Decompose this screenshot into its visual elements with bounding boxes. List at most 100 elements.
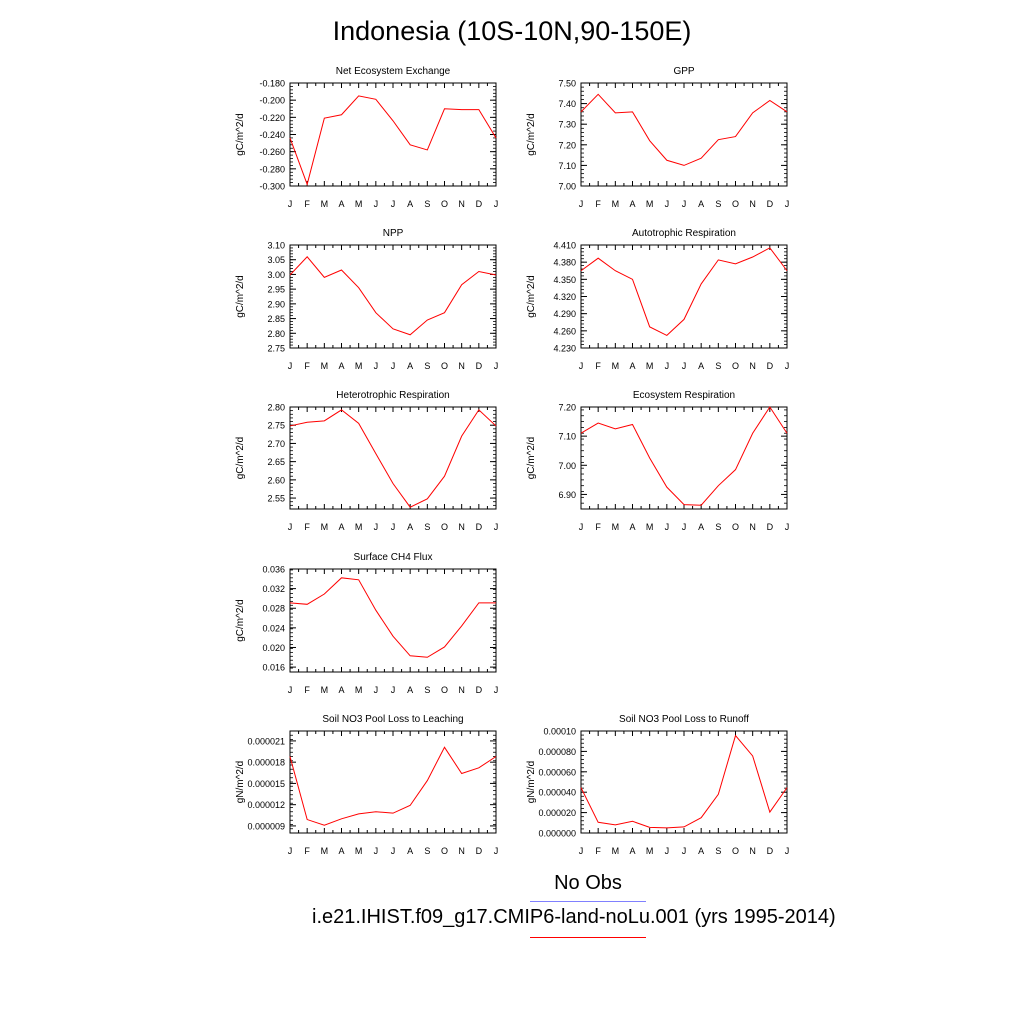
page-title: Indonesia (10S-10N,90-150E) xyxy=(332,16,692,46)
y-axis-label: gC/m^2/d xyxy=(526,437,537,480)
y-tick-label: 2.80 xyxy=(267,403,285,413)
x-tick-label: J xyxy=(785,522,790,532)
x-tick-label: M xyxy=(355,199,363,209)
x-tick-label: J xyxy=(391,199,396,209)
x-tick-label: M xyxy=(646,846,654,856)
x-tick-label: O xyxy=(732,522,739,532)
series-line xyxy=(289,409,497,508)
y-tick-label: 4.380 xyxy=(553,258,576,268)
x-tick-label: O xyxy=(732,846,739,856)
y-tick-label: 2.85 xyxy=(267,314,285,324)
y-axis-label: gC/m^2/d xyxy=(526,113,537,156)
y-tick-label: 4.290 xyxy=(553,309,576,319)
x-tick-label: M xyxy=(355,522,363,532)
y-axis-label: gC/m^2/d xyxy=(235,437,246,480)
y-axis-label: gC/m^2/d xyxy=(526,275,537,318)
y-tick-label: 4.230 xyxy=(553,344,576,354)
y-tick-label: 7.20 xyxy=(558,403,576,413)
x-tick-label: J xyxy=(579,199,584,209)
x-tick-label: O xyxy=(441,685,448,695)
y-tick-label: 0.016 xyxy=(262,663,285,673)
x-tick-label: F xyxy=(595,361,601,371)
x-tick-label: A xyxy=(407,522,413,532)
y-tick-label: 4.320 xyxy=(553,292,576,302)
plot-frame xyxy=(289,406,497,510)
y-tick-label: 2.75 xyxy=(267,421,285,431)
x-tick-label: A xyxy=(698,846,704,856)
plot-frame xyxy=(580,244,788,349)
panel-title: Net Ecosystem Exchange xyxy=(336,66,451,77)
x-tick-label: J xyxy=(288,522,293,532)
x-tick-label: J xyxy=(494,846,499,856)
y-tick-label: 6.90 xyxy=(558,490,576,500)
y-tick-label: -0.300 xyxy=(259,182,285,192)
x-tick-label: J xyxy=(391,846,396,856)
legend-obs-label: No Obs xyxy=(554,872,622,894)
y-tick-label: 4.260 xyxy=(553,326,576,336)
x-tick-label: S xyxy=(715,361,721,371)
y-tick-label: 0.000012 xyxy=(247,800,285,810)
x-tick-label: M xyxy=(646,522,654,532)
x-tick-label: J xyxy=(288,361,293,371)
x-tick-label: J xyxy=(374,685,379,695)
y-tick-label: 3.05 xyxy=(267,255,285,265)
plot-frame xyxy=(580,730,788,834)
x-tick-label: J xyxy=(785,846,790,856)
x-tick-label: D xyxy=(767,846,774,856)
y-tick-label: 0.028 xyxy=(262,604,285,614)
x-tick-label: N xyxy=(458,522,465,532)
x-tick-label: S xyxy=(424,522,430,532)
x-tick-label: A xyxy=(338,361,344,371)
x-tick-label: J xyxy=(391,361,396,371)
x-tick-label: M xyxy=(612,846,620,856)
x-tick-label: M xyxy=(321,846,329,856)
x-tick-label: J xyxy=(391,522,396,532)
x-tick-label: D xyxy=(476,522,483,532)
x-tick-label: A xyxy=(629,522,635,532)
x-tick-label: J xyxy=(682,522,687,532)
plot-frame xyxy=(289,730,497,834)
x-tick-label: F xyxy=(304,522,310,532)
x-tick-label: J xyxy=(494,522,499,532)
y-tick-label: 7.40 xyxy=(558,99,576,109)
x-tick-label: J xyxy=(579,522,584,532)
y-tick-label: -0.200 xyxy=(259,96,285,106)
x-tick-label: A xyxy=(407,685,413,695)
x-tick-label: J xyxy=(682,846,687,856)
x-tick-label: D xyxy=(476,685,483,695)
x-tick-label: J xyxy=(682,361,687,371)
y-tick-label: 0.024 xyxy=(262,623,285,633)
y-tick-label: 0.036 xyxy=(262,565,285,575)
y-tick-label: -0.180 xyxy=(259,79,285,89)
x-tick-label: A xyxy=(407,361,413,371)
series-line xyxy=(289,95,497,186)
y-tick-label: 2.65 xyxy=(267,457,285,467)
panel-title: Autotrophic Respiration xyxy=(632,228,736,239)
y-tick-label: 7.30 xyxy=(558,120,576,130)
x-tick-label: A xyxy=(338,685,344,695)
x-tick-label: J xyxy=(494,685,499,695)
x-tick-label: J xyxy=(665,199,670,209)
y-tick-label: 7.10 xyxy=(558,432,576,442)
x-tick-label: D xyxy=(476,199,483,209)
x-tick-label: O xyxy=(732,199,739,209)
x-tick-label: J xyxy=(665,846,670,856)
x-tick-label: S xyxy=(715,199,721,209)
x-tick-label: J xyxy=(288,846,293,856)
y-tick-label: 3.10 xyxy=(267,241,285,251)
chart-panel-8: Soil NO3 Pool Loss to Leaching gN/m^2/d J F… xyxy=(235,714,498,856)
x-tick-label: O xyxy=(441,522,448,532)
y-tick-label: 7.50 xyxy=(558,79,576,89)
x-tick-label: A xyxy=(698,361,704,371)
x-tick-label: N xyxy=(458,685,465,695)
x-tick-label: D xyxy=(767,361,774,371)
x-tick-label: J xyxy=(665,361,670,371)
x-tick-label: J xyxy=(374,361,379,371)
y-tick-label: 2.70 xyxy=(267,439,285,449)
x-tick-label: O xyxy=(441,361,448,371)
x-tick-label: A xyxy=(629,199,635,209)
panel-title: GPP xyxy=(673,66,694,77)
y-tick-label: 4.410 xyxy=(553,241,576,251)
